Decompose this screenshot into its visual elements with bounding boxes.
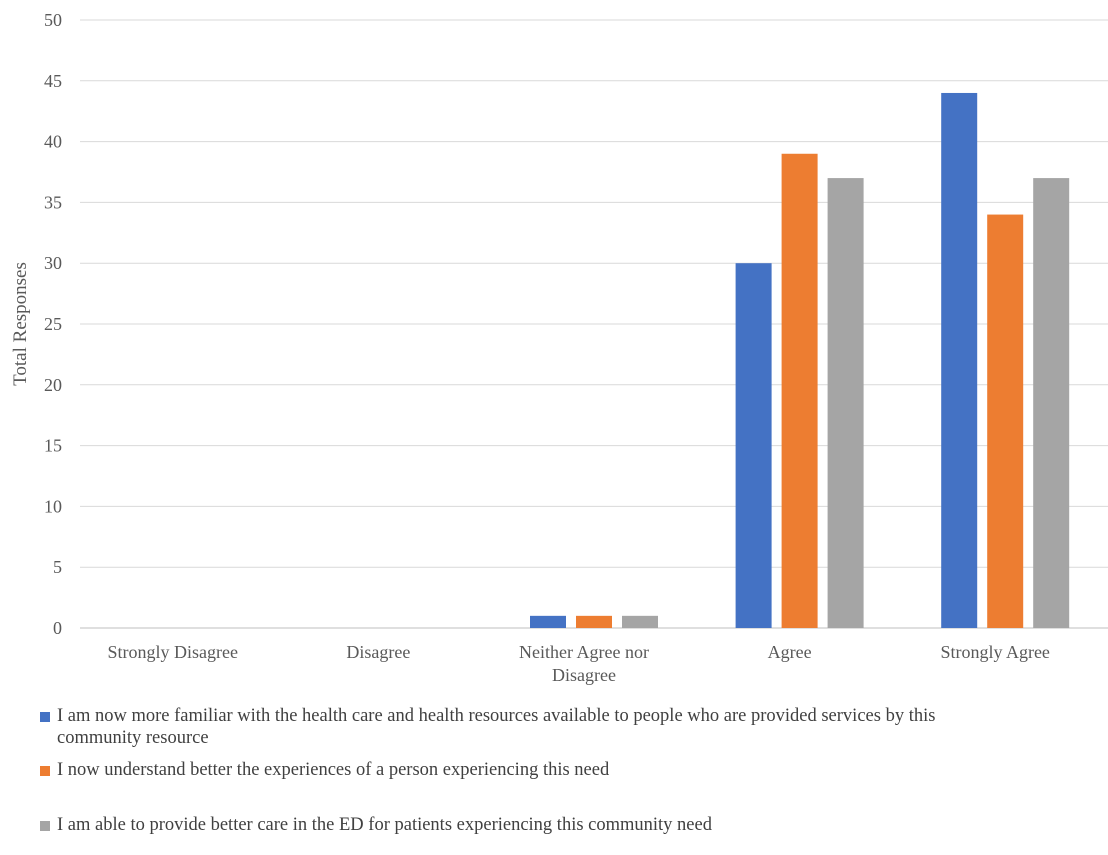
y-axis-ticks: 0 5 10 15 20 25 30 35 40 45 50 <box>44 10 62 638</box>
y-tick-label: 20 <box>44 375 62 395</box>
gridlines <box>80 19 1108 629</box>
legend-label-line: I am able to provide better care in the … <box>57 815 712 835</box>
legend-swatch <box>40 766 50 776</box>
y-tick-label: 30 <box>44 253 62 273</box>
x-tick-label: Neither Agree nor Disagree <box>519 642 649 685</box>
legend-item-1: I am now more familiar with the health c… <box>40 705 1102 749</box>
y-tick-label: 0 <box>53 618 62 638</box>
x-tick-label-line: Strongly Disagree <box>108 642 238 662</box>
bar-series-2-category-3 <box>576 615 612 628</box>
y-tick-label: 5 <box>53 557 62 577</box>
y-tick-label: 25 <box>44 314 62 334</box>
x-tick-label: Agree <box>768 642 812 662</box>
legend-label: I am able to provide better care in the … <box>57 814 712 836</box>
bar-series-1-category-5 <box>941 92 978 628</box>
bar-chart: 0 5 10 15 20 25 30 35 40 45 50 Strongly Disagree Di… <box>10 10 1108 685</box>
legend-swatch <box>40 712 50 722</box>
legend-item-3: I am able to provide better care in the … <box>40 814 1102 836</box>
bar-series-2-category-4 <box>781 153 818 628</box>
legend: I am now more familiar with the health c… <box>40 705 1102 836</box>
y-tick-label: 15 <box>44 436 62 456</box>
y-tick-label: 45 <box>44 71 62 91</box>
y-tick-label: 40 <box>44 132 62 152</box>
bar-series-2-category-5 <box>987 214 1024 628</box>
bar-series-3-category-4 <box>827 178 864 628</box>
legend-swatch <box>40 821 50 831</box>
x-tick-label-line: Disagree <box>552 665 616 685</box>
x-tick-label-line: Neither Agree nor <box>519 642 649 662</box>
y-tick-label: 35 <box>44 192 62 212</box>
legend-item-2: I now understand better the experiences … <box>40 759 1102 781</box>
x-tick-label: Strongly Disagree <box>108 642 238 662</box>
legend-label-line: I now understand better the experiences … <box>57 760 610 780</box>
bar-series-1-category-4 <box>735 263 772 628</box>
legend-label-line: community resource <box>57 728 209 748</box>
y-tick-label: 50 <box>44 10 62 30</box>
y-tick-label: 10 <box>44 496 62 516</box>
legend-label-line: I am now more familiar with the health c… <box>57 706 936 726</box>
bars <box>530 92 1070 628</box>
x-tick-label-line: Disagree <box>346 642 410 662</box>
bar-series-1-category-3 <box>530 615 566 628</box>
x-tick-label-line: Strongly Agree <box>940 642 1050 662</box>
x-tick-label: Disagree <box>346 642 410 662</box>
x-tick-label-line: Agree <box>768 642 812 662</box>
bar-series-3-category-3 <box>622 615 658 628</box>
x-axis-ticks: Strongly Disagree Disagree Neither Agree n… <box>108 642 1050 685</box>
legend-label: I now understand better the experiences … <box>57 759 609 781</box>
y-axis-label: Total Responses <box>10 262 31 386</box>
legend-label: I am now more familiar with the health c… <box>57 705 935 749</box>
bar-series-3-category-5 <box>1033 178 1070 628</box>
x-tick-label: Strongly Agree <box>940 642 1050 662</box>
